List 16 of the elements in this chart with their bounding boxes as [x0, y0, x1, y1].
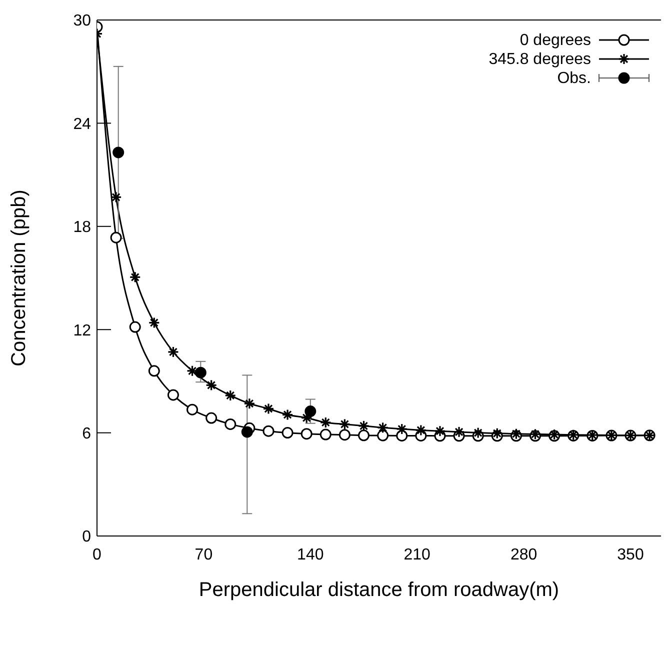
x-tick-label: 210 — [404, 546, 431, 564]
y-tick-label: 12 — [73, 322, 92, 340]
y-tick-label: 6 — [82, 425, 92, 442]
legend-label: Obs. — [557, 70, 591, 87]
y-tick-label: 0 — [82, 528, 92, 546]
x-tick-label: 280 — [510, 546, 538, 564]
x-axis-title: Perpendicular distance from roadway(m) — [198, 579, 560, 601]
x-tick-label: 70 — [194, 546, 213, 564]
y-tick-label: 24 — [73, 116, 92, 133]
y-tick-label: 30 — [73, 12, 92, 30]
x-tick-label: 140 — [297, 546, 324, 564]
x-tick-label: 350 — [617, 546, 644, 564]
y-axis-title: Concentration (ppb) — [8, 190, 30, 366]
y-tick-label: 18 — [73, 219, 92, 236]
legend-label: 0 degrees — [520, 32, 591, 49]
legend-label: 345.8 degrees — [488, 51, 591, 68]
